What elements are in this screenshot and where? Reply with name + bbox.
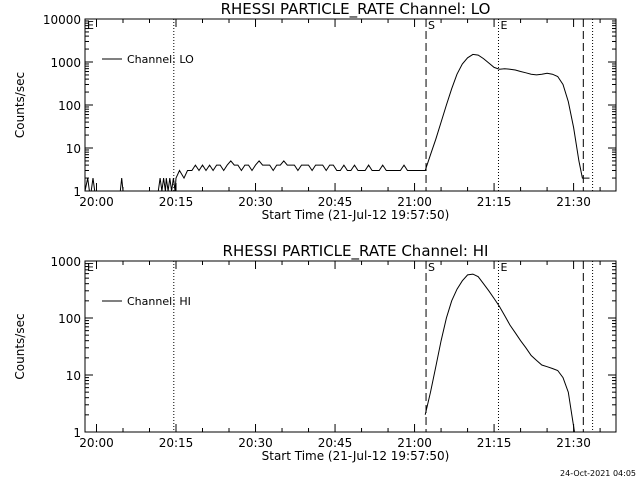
legend-label: Channel: HI <box>127 295 191 308</box>
x-tick-label: 21:30 <box>556 436 591 450</box>
x-tick-label: 20:30 <box>238 195 273 209</box>
y-tick-label: 1 <box>73 185 81 199</box>
x-tick-label: 21:15 <box>477 195 512 209</box>
x-tick-label: 20:45 <box>318 436 353 450</box>
plot-frame <box>84 260 617 433</box>
x-axis-label: Start Time (21-Jul-12 19:57:50) <box>262 208 450 222</box>
x-tick-label: 20:15 <box>159 195 194 209</box>
x-tick-label: 20:30 <box>238 436 273 450</box>
marker-label: E <box>500 19 507 32</box>
x-tick-label: 20:15 <box>159 436 194 450</box>
y-axis-label: Counts/sec <box>13 313 27 379</box>
marker-label: S <box>428 19 435 32</box>
x-tick-label: 20:00 <box>79 195 114 209</box>
chart-title: RHESSI PARTICLE_RATE Channel: HI <box>223 242 489 261</box>
x-tick-label: 21:15 <box>477 436 512 450</box>
legend: Channel: HI <box>102 295 191 308</box>
y-tick-label: 100 <box>58 99 81 113</box>
y-tick-label: 1 <box>73 426 81 440</box>
chart-panel-hi: RHESSI PARTICLE_RATE Channel: HI 1 10 100 10… <box>13 242 617 463</box>
chart-panel-lo: RHESSI PARTICLE_RATE Channel: LO 1 10 100 10… <box>13 0 617 222</box>
series-line <box>424 273 575 433</box>
legend-label: Channel: LO <box>127 53 194 66</box>
marker-label: E <box>87 19 94 32</box>
y-tick-label: 1000 <box>50 56 81 70</box>
series-line <box>84 53 590 192</box>
marker-label: S <box>428 261 435 274</box>
marker-label: E <box>500 261 507 274</box>
marker-label: E <box>87 261 94 274</box>
x-tick-label: 21:00 <box>397 195 432 209</box>
y-tick-label: 10000 <box>43 13 81 27</box>
y-tick-label: 100 <box>58 312 81 326</box>
y-tick-label: 1000 <box>50 255 81 269</box>
y-axis-label: Counts/sec <box>13 72 27 138</box>
chart-title: RHESSI PARTICLE_RATE Channel: LO <box>221 0 491 19</box>
x-tick-label: 21:00 <box>397 436 432 450</box>
x-tick-label: 21:30 <box>556 195 591 209</box>
x-tick-label: 20:45 <box>318 195 353 209</box>
legend: Channel: LO <box>102 53 194 66</box>
x-axis-label: Start Time (21-Jul-12 19:57:50) <box>262 449 450 463</box>
y-tick-label: 10 <box>66 369 81 383</box>
x-tick-label: 20:00 <box>79 436 114 450</box>
plot-frame <box>84 18 617 192</box>
footer-timestamp: 24-Oct-2021 04:05 <box>560 469 636 478</box>
y-tick-label: 10 <box>66 142 81 156</box>
